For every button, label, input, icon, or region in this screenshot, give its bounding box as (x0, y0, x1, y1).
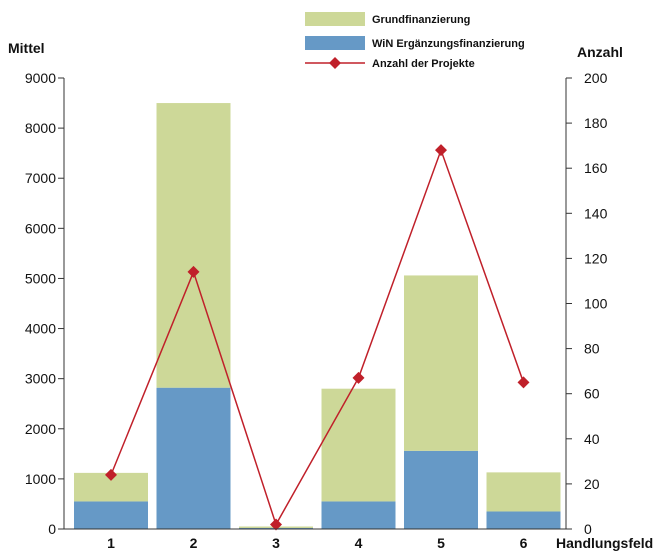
bar-grundfinanzierung-5 (404, 275, 478, 451)
line-anzahl-der-projekte (110, 147, 525, 527)
x-tick-label-1: 1 (107, 535, 115, 551)
bar-grundfinanzierung-6 (486, 472, 561, 512)
x-tick-label-6: 6 (520, 535, 528, 551)
right-tick-label-140: 140 (584, 205, 608, 221)
left-tick-label-8000: 8000 (25, 120, 56, 136)
bar-win-erg-nzungsfinanzierung-1 (74, 501, 148, 529)
right-tick-label-80: 80 (584, 341, 600, 357)
left-tick-label-7000: 7000 (25, 170, 56, 186)
right-tick-label-40: 40 (584, 431, 600, 447)
left-tick-label-2000: 2000 (25, 421, 56, 437)
x-tick-label-5: 5 (437, 535, 445, 551)
legend-label-win-erg-nzungsfinanzierung: WiN Ergänzungsfinanzierung (372, 38, 525, 50)
left-tick-label-6000: 6000 (25, 220, 56, 236)
left-tick-label-5000: 5000 (25, 270, 56, 286)
left-axis: 0 1000 2000 3000 4000 5000 6000 7000 8000 9000 (25, 70, 65, 537)
right-tick-label-160: 160 (584, 160, 608, 176)
line-marker-5 (435, 144, 447, 157)
bar-win-erg-nzungsfinanzierung-6 (486, 511, 561, 529)
legend-label-grundfinanzierung: Grundfinanzierung (372, 14, 470, 26)
legend-swatch-grundfinanzierung (305, 12, 365, 26)
bar-win-erg-nzungsfinanzierung-5 (404, 450, 478, 529)
x-tick-label-3: 3 (272, 535, 280, 551)
bar-grundfinanzierung-4 (321, 388, 396, 502)
bar-win-erg-nzungsfinanzierung-4 (321, 501, 396, 529)
left-axis-title: Mittel (8, 40, 45, 56)
right-tick-label-100: 100 (584, 296, 608, 312)
right-tick-label-180: 180 (584, 115, 608, 131)
right-tick-label-60: 60 (584, 386, 600, 402)
projects-line (105, 144, 530, 531)
legend-label-anzahl-der-projekte: Anzahl der Projekte (372, 58, 475, 70)
right-tick-label-0: 0 (584, 521, 592, 537)
left-tick-label-0: 0 (48, 521, 56, 537)
right-tick-label-120: 120 (584, 250, 608, 266)
legend-swatch-win-erg-nzungsfinanzierung (305, 36, 365, 50)
bars (74, 103, 561, 529)
line-marker-4 (352, 371, 365, 384)
x-axis-title: Handlungsfeld (556, 535, 653, 551)
line-marker-2 (187, 265, 200, 278)
right-tick-label-20: 20 (584, 476, 600, 492)
right-axis-title: Anzahl (577, 44, 623, 60)
x-tick-label-4: 4 (355, 535, 363, 551)
line-marker-6 (517, 376, 530, 389)
x-axis: 1 2 3 4 5 6 (64, 528, 566, 551)
x-tick-label-2: 2 (190, 535, 198, 551)
right-tick-label-200: 200 (584, 70, 608, 86)
legend: Grundfinanzierung WiN Ergänzungsfinanzier… (305, 12, 525, 70)
legend-swatch-marker-anzahl-der-projekte (329, 57, 341, 69)
line-marker-3 (270, 518, 282, 531)
right-axis: 0 20 40 60 80 100 120 140 160 180 200 (565, 70, 608, 537)
line-marker-1 (105, 468, 117, 481)
bar-grundfinanzierung-2 (156, 103, 231, 388)
left-tick-label-3000: 3000 (25, 371, 56, 387)
left-tick-label-9000: 9000 (25, 70, 56, 86)
left-tick-label-4000: 4000 (25, 321, 56, 337)
left-tick-label-1000: 1000 (25, 471, 56, 487)
bar-win-erg-nzungsfinanzierung-2 (156, 387, 231, 529)
